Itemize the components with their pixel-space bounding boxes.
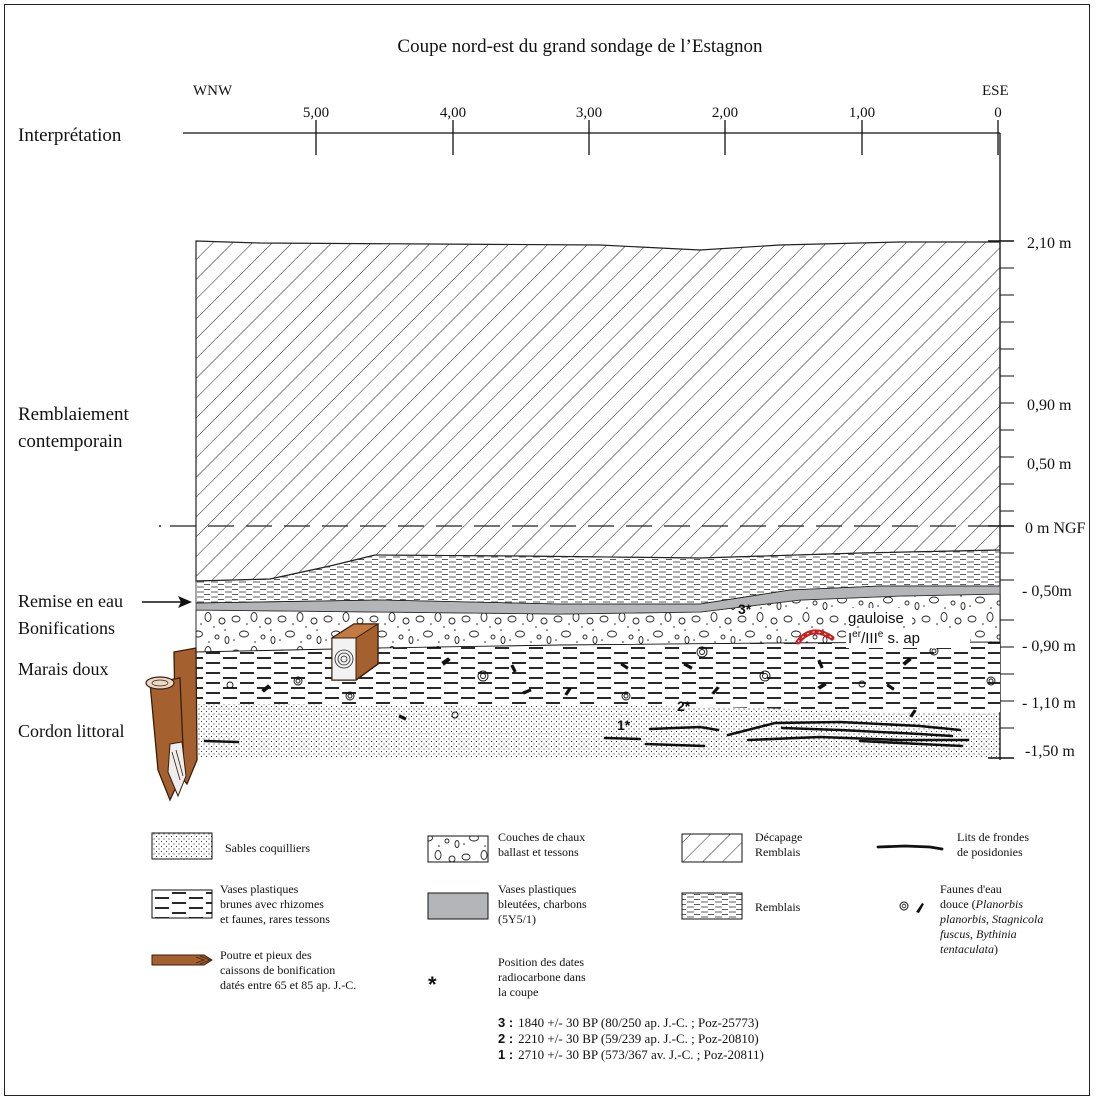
legend-lits-1: Lits de frondes	[957, 830, 1029, 844]
legend-faunes-2: douce (Planorbis	[940, 897, 1023, 911]
label-gauloise: gauloise	[848, 610, 904, 627]
legend-sables: Sables coquilliers	[225, 841, 310, 855]
planorbis-spirals	[226, 646, 996, 719]
date-line-1: 1 :2710 +/- 30 BP (573/367 av. J.-C. ; P…	[498, 1047, 764, 1062]
legend-poutre-2: caissons de bonification	[220, 963, 335, 977]
legend-swatch-faunes	[899, 901, 924, 913]
legend-swatch-vases-bleutees	[427, 892, 489, 920]
legend-swatch-remblais	[681, 892, 743, 920]
v-tick-label: 2,10 m	[1027, 235, 1072, 252]
label-century: Ier/IIIe s. ap	[848, 629, 920, 647]
legend-swatch-decapage	[681, 833, 743, 863]
legend: Sables coquilliers Couches de chaux ball…	[151, 830, 1043, 1062]
century-bg	[846, 628, 970, 648]
posidonia-lits	[203, 720, 970, 748]
legend-decapage-1: Décapage	[755, 830, 802, 844]
v-tick-label: 0,50 m	[1027, 456, 1072, 473]
legend-faunes-1: Faunes d'eau	[940, 882, 1002, 896]
legend-swatch-sables	[151, 832, 213, 860]
layer-decapage-remblais	[195, 240, 1001, 582]
date-line-2: 2 :2210 +/- 30 BP (59/239 ap. J.-C. ; Po…	[498, 1031, 759, 1046]
ngf-dot	[159, 525, 161, 527]
figure-frame	[4, 4, 1090, 1096]
legend-swatch-poutre	[151, 954, 213, 966]
legend-position-3: la coupe	[498, 985, 538, 999]
legend-vases-bleutees-1: Vases plastiques	[498, 882, 577, 896]
vertical-axis-ticks	[988, 240, 1014, 759]
label-remise-en-eau: Remise en eau	[18, 591, 123, 611]
label-cordon-littoral: Cordon littoral	[18, 721, 125, 741]
legend-poutre-1: Poutre et pieux des	[220, 948, 312, 962]
v-tick-label: - 0,90 m	[1022, 638, 1076, 655]
layer-vases-brunes	[196, 642, 1000, 712]
label-marais-doux: Marais doux	[18, 659, 108, 679]
v-tick-label: -1,50 m	[1025, 743, 1075, 760]
label-contemporain: contemporain	[18, 431, 123, 452]
date-line-3: 3 :1840 +/- 30 BP (80/250 ap. J.-C. ; Po…	[498, 1015, 759, 1030]
legend-asterisk: *	[428, 972, 437, 997]
legend-position-2: radiocarbone dans	[498, 970, 586, 984]
label-bonifications: Bonifications	[18, 618, 115, 638]
legend-decapage-2: Remblais	[755, 845, 801, 859]
legend-swatch-chaux	[427, 835, 489, 863]
orientation-right: ESE	[982, 83, 1009, 99]
legend-vases-brunes-1: Vases plastiques	[220, 882, 299, 896]
date-marker-2: 2*	[677, 698, 691, 714]
legend-swatch-vases-brunes	[151, 889, 213, 919]
legend-lits-2: de posidonies	[957, 845, 1023, 859]
gauloise-bg	[846, 608, 912, 626]
remise-arrow-head	[178, 596, 192, 608]
wooden-stakes	[145, 647, 198, 802]
legend-position-1: Position des dates	[498, 955, 584, 969]
h-tick-label: 1,00	[849, 105, 875, 121]
horizontal-axis-ticks	[315, 120, 999, 155]
date-marker-1: 1*	[617, 717, 631, 733]
horizontal-axis-label: Interprétation	[18, 125, 122, 146]
red-arc-inner	[797, 631, 833, 643]
h-tick-label: 2,00	[712, 105, 738, 121]
legend-vases-brunes-2: brunes avec rhizomes	[220, 897, 324, 911]
legend-faunes-4: fuscus, Bythinia	[940, 927, 1017, 941]
v-tick-label: - 1,10 m	[1022, 695, 1076, 712]
date-marker-3: 3*	[738, 601, 752, 617]
h-tick-label: 3,00	[576, 105, 602, 121]
legend-faunes-5: tentaculata)	[940, 942, 998, 956]
wooden-beam-section	[330, 623, 380, 681]
h-tick-label: 4,00	[440, 105, 466, 121]
v-tick-label: 0,90 m	[1027, 397, 1072, 414]
legend-swatch-lits	[876, 844, 944, 851]
legend-faunes-3: planorbis, Stagnicola	[939, 912, 1043, 926]
h-tick-label: 5,00	[303, 105, 329, 121]
faunes-markers	[261, 657, 917, 721]
h-tick-label: 0	[994, 105, 1002, 121]
legend-chaux-2: ballast et tessons	[498, 845, 579, 859]
label-remblaiement: Remblaiement	[18, 404, 130, 425]
legend-chaux-1: Couches de chaux	[498, 830, 585, 844]
v-tick-label: - 0,50m	[1022, 583, 1072, 600]
legend-poutre-3: datés entre 65 et 85 ap. J.-C.	[220, 978, 356, 992]
legend-vases-bleutees-3: (5Y5/1)	[498, 912, 536, 926]
figure-title: Coupe nord-est du grand sondage de l’Est…	[397, 36, 763, 57]
legend-remblais: Remblais	[755, 900, 801, 914]
legend-vases-brunes-3: et faunes, rares tessons	[220, 912, 330, 926]
v-tick-label: 0 m NGF	[1025, 520, 1086, 537]
orientation-left: WNW	[193, 83, 233, 99]
legend-vases-bleutees-2: bleutées, charbons	[498, 897, 587, 911]
